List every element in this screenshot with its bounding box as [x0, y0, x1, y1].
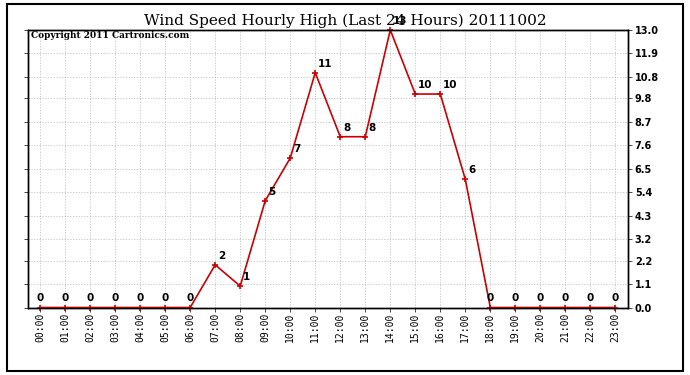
Text: 0: 0: [586, 293, 594, 303]
Text: 0: 0: [86, 293, 94, 303]
Text: Copyright 2011 Cartronics.com: Copyright 2011 Cartronics.com: [30, 32, 189, 40]
Text: 10: 10: [443, 80, 457, 90]
Text: 7: 7: [293, 144, 300, 154]
Text: 0: 0: [37, 293, 43, 303]
Text: 0: 0: [137, 293, 144, 303]
Text: 8: 8: [343, 123, 351, 133]
Text: 13: 13: [393, 16, 408, 26]
Text: 0: 0: [562, 293, 569, 303]
Text: 0: 0: [537, 293, 544, 303]
Text: Wind Speed Hourly High (Last 24 Hours) 20111002: Wind Speed Hourly High (Last 24 Hours) 2…: [144, 13, 546, 27]
Text: 10: 10: [418, 80, 433, 90]
Text: 11: 11: [318, 58, 333, 69]
Text: 6: 6: [468, 165, 475, 175]
Text: 8: 8: [368, 123, 375, 133]
Text: 0: 0: [61, 293, 69, 303]
Text: 5: 5: [268, 187, 275, 196]
Text: 0: 0: [512, 293, 519, 303]
Text: 0: 0: [486, 293, 494, 303]
Text: 0: 0: [161, 293, 169, 303]
Text: 0: 0: [112, 293, 119, 303]
Text: 2: 2: [218, 251, 225, 261]
Text: 0: 0: [186, 293, 194, 303]
Text: 0: 0: [612, 293, 619, 303]
Text: 1: 1: [243, 272, 250, 282]
